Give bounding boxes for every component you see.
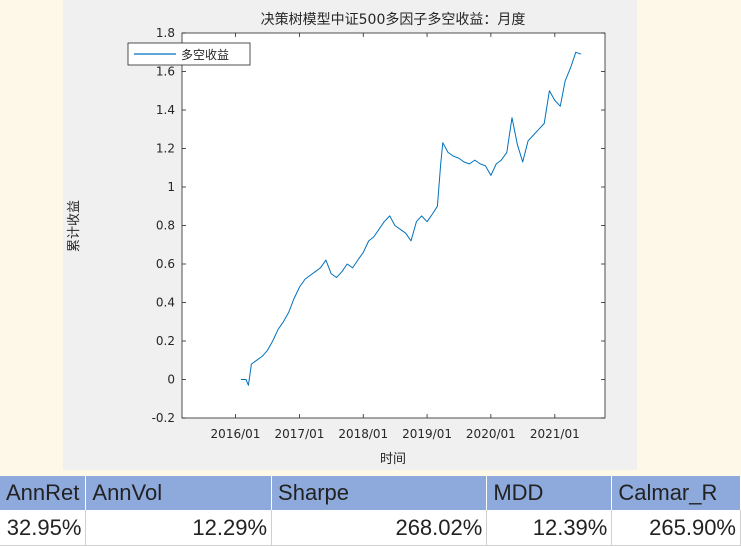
y-tick-label: 1.4 [156, 103, 175, 117]
header-annvol: AnnVol [85, 476, 273, 510]
y-tick-label: 0.4 [156, 296, 175, 310]
legend-box [127, 42, 251, 66]
y-tick-label: 0.8 [156, 219, 175, 233]
x-tick-label: 2020/01 [466, 427, 516, 441]
y-tick-label: -0.2 [152, 411, 175, 425]
plot-area [181, 32, 606, 419]
stats-table: AnnRet AnnVol Sharpe MDD Calmar_R 32.95%… [0, 476, 741, 546]
header-sharpe: Sharpe [271, 476, 488, 510]
legend: 多空收益 [127, 42, 251, 66]
x-tick-label: 2018/01 [338, 427, 388, 441]
chart-title: 决策树模型中证500多因子多空收益：月度 [261, 11, 526, 28]
y-tick-label: 1.2 [156, 142, 175, 156]
legend-label: 多空收益 [181, 48, 229, 62]
y-tick-label: 1 [167, 180, 175, 194]
header-annret: AnnRet [0, 476, 87, 510]
x-tick-label: 2016/01 [211, 427, 261, 441]
y-tick-label: 1.6 [156, 65, 175, 79]
series-group [240, 51, 582, 386]
cell-annvol: 12.29% [85, 510, 273, 546]
cell-calmar: 265.90% [611, 510, 741, 546]
cell-mdd: 12.39% [486, 510, 613, 546]
header-mdd: MDD [486, 476, 613, 510]
y-tick-label: 1.8 [156, 26, 175, 40]
header-calmar: Calmar_R [611, 476, 741, 510]
y-tick-label: 0.6 [156, 257, 175, 271]
line-chart: 决策树模型中证500多因子多空收益：月度 时间 累计收益 -0.2 0 0.2 0.4… [67, 11, 606, 467]
y-axis-label: 累计收益 [67, 200, 82, 252]
table-header-row: AnnRet AnnVol Sharpe MDD Calmar_R [0, 476, 741, 510]
figure-panel: 决策树模型中证500多因子多空收益：月度 时间 累计收益 -0.2 0 0.2 0.4… [63, 0, 637, 470]
x-tick-label: 2019/01 [402, 427, 452, 441]
y-tick-label: 0 [167, 373, 175, 387]
axes-group: -0.2 0 0.2 0.4 0.6 0.8 1 1.2 1.4 1.6 1.8 2016/01 201… [152, 26, 605, 441]
cell-sharpe: 268.02% [271, 510, 488, 546]
cell-annret: 32.95% [0, 510, 87, 546]
x-tick-label: 2017/01 [275, 427, 325, 441]
series-line-0 [240, 51, 582, 386]
y-tick-label: 0.2 [156, 334, 175, 348]
x-tick-label: 2021/01 [530, 427, 580, 441]
table-row: 32.95% 12.29% 268.02% 12.39% 265.90% [0, 510, 741, 546]
x-axis-label: 时间 [380, 452, 406, 467]
